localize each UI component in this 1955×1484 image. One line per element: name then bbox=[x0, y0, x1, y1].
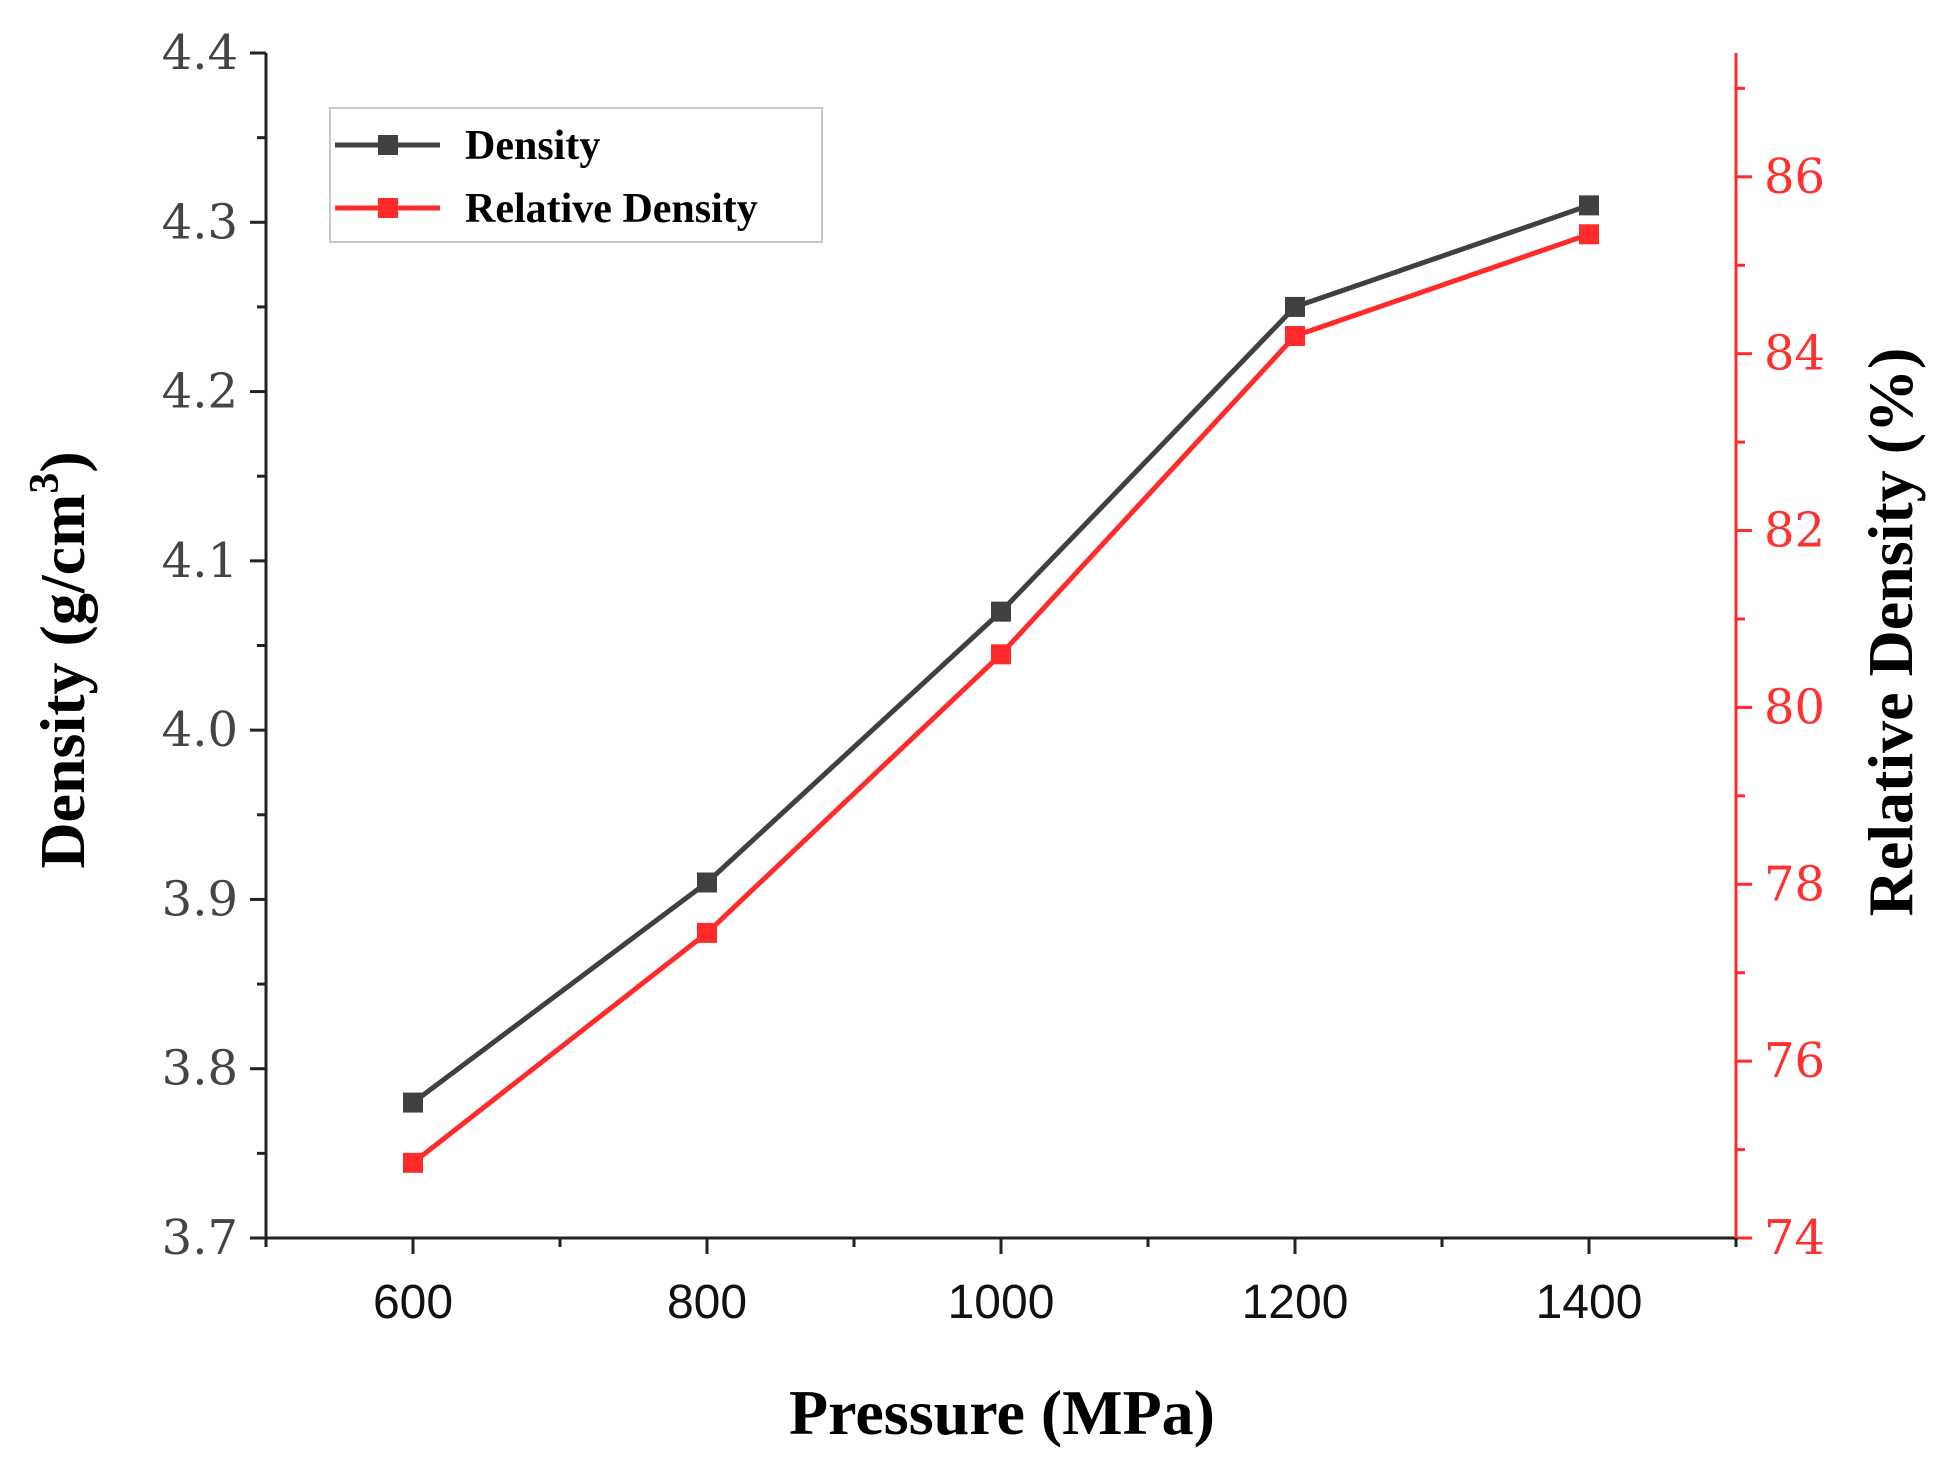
y-axis-left-title-sup: 3 bbox=[22, 473, 68, 494]
y-right-tick-label: 80 bbox=[1764, 679, 1825, 735]
data-point-relative-density bbox=[991, 644, 1011, 665]
y-left-tick-label: 4.1 bbox=[162, 533, 238, 589]
data-point-relative-density bbox=[1285, 325, 1305, 346]
x-tick-label: 600 bbox=[373, 1276, 453, 1329]
y-right-tick-label: 82 bbox=[1764, 503, 1825, 559]
legend-label: Relative Density bbox=[465, 186, 758, 232]
y-axis-left-title-suffix: ) bbox=[27, 451, 98, 472]
x-tick-label: 1400 bbox=[1536, 1276, 1643, 1329]
y-axis-left-title: Density (g/cm3) bbox=[22, 451, 98, 868]
data-point-relative-density bbox=[697, 922, 717, 943]
y-left-tick-label: 4.4 bbox=[162, 25, 238, 81]
legend-label: Density bbox=[465, 123, 600, 169]
x-tick-label: 1000 bbox=[948, 1276, 1055, 1329]
data-point-density bbox=[1285, 296, 1305, 317]
y-left-tick-label: 4.0 bbox=[162, 702, 238, 758]
x-tick-label: 1200 bbox=[1242, 1276, 1349, 1329]
legend-marker bbox=[378, 135, 398, 155]
y-left-tick-label: 4.3 bbox=[162, 194, 238, 250]
y-left-tick-label: 3.9 bbox=[162, 871, 238, 927]
y-left-tick-label: 4.2 bbox=[162, 364, 238, 420]
y-right-tick-label: 84 bbox=[1764, 326, 1825, 382]
x-tick-label: 800 bbox=[667, 1276, 747, 1329]
y-right-tick-label: 76 bbox=[1764, 1033, 1825, 1089]
legend: Density Relative Density bbox=[329, 107, 823, 243]
y-left-tick-label: 3.7 bbox=[162, 1210, 238, 1266]
legend-box bbox=[329, 107, 823, 243]
y-left-tick-label: 3.8 bbox=[162, 1041, 238, 1097]
ticks: 3.7 3.8 3.9 4.0 4.1 4.2 4.3 4.4 74 76 78 80 82 84 86 60… bbox=[162, 25, 1825, 1329]
x-axis-title: Pressure (MPa) bbox=[789, 1377, 1215, 1448]
legend-items: Density Relative Density bbox=[335, 123, 758, 232]
y-right-tick-label: 86 bbox=[1764, 149, 1825, 205]
data-point-density bbox=[1579, 195, 1599, 216]
data-point-relative-density bbox=[1579, 224, 1599, 245]
legend-marker bbox=[378, 198, 398, 218]
y-right-tick-label: 78 bbox=[1764, 856, 1825, 912]
data-point-density bbox=[403, 1092, 423, 1113]
y-axis-left-title-main: Density (g/cm bbox=[27, 494, 98, 869]
series-line-relative-density bbox=[411, 231, 1590, 1165]
series-layer bbox=[403, 195, 1599, 1173]
data-point-relative-density bbox=[403, 1152, 423, 1173]
y-axis-right-title: Relative Density (%) bbox=[1855, 348, 1926, 917]
y-right-tick-label: 74 bbox=[1764, 1210, 1825, 1266]
data-point-density bbox=[991, 601, 1011, 622]
data-point-density bbox=[697, 872, 717, 893]
